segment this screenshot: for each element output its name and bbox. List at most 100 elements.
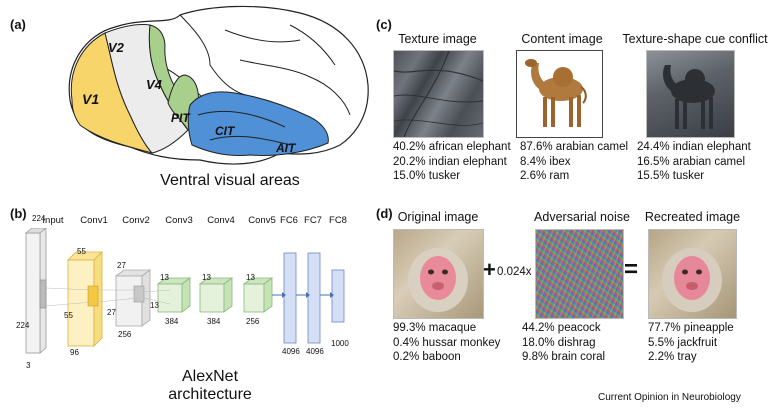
content-predictions: 87.6% arabian camel 8.4% ibex 2.6% ram <box>520 140 628 184</box>
original-image <box>393 229 484 319</box>
dim-fc8: 1000 <box>331 339 349 348</box>
panel-a-letter: (a) <box>10 17 26 32</box>
prediction: 87.6% arabian camel <box>520 141 629 153</box>
label-v4: V4 <box>146 77 162 92</box>
panel-b-caption: AlexNet architecture <box>168 368 252 403</box>
label-pit: PIT <box>171 111 190 125</box>
layer-label-fc7: FC7 <box>304 215 322 226</box>
sulcus-line <box>209 64 246 96</box>
sulcus-line <box>239 59 351 116</box>
dim-conv3-top: 13 <box>160 273 169 282</box>
layer-label-conv5: Conv5 <box>248 215 276 226</box>
conv5-block-side <box>263 277 273 313</box>
adversarial-noise-image <box>535 229 624 319</box>
panel-a-caption: Ventral visual areas <box>160 172 300 189</box>
prediction: 40.2% african elephant <box>393 141 511 153</box>
content-image <box>516 50 603 138</box>
layer-label-input: Input <box>42 215 64 226</box>
alexnet-diagram <box>24 228 345 354</box>
layer-label-conv2: Conv2 <box>122 215 150 226</box>
sulcus-line <box>224 29 301 43</box>
layer-label-conv3: Conv3 <box>165 215 193 226</box>
camel-silhouette <box>663 65 715 129</box>
macaque-icon <box>662 248 722 312</box>
adversarial-noise-title: Adversarial noise <box>534 210 630 224</box>
prediction: 0.2% baboon <box>393 351 461 363</box>
prediction: 18.0% dishrag <box>522 336 596 349</box>
dim-conv5-depth: 256 <box>246 317 260 326</box>
conv5-block <box>243 283 265 313</box>
prediction: 16.5% arabian camel <box>637 155 746 168</box>
recreated-image <box>648 229 737 319</box>
dim-input-side: 224 <box>16 321 30 330</box>
prediction: 5.5% jackfruit <box>648 336 718 349</box>
sts-line <box>197 110 286 128</box>
input-block-top <box>24 228 47 234</box>
prediction: 24.4% indian elephant <box>637 141 751 153</box>
label-cit: CIT <box>215 124 235 138</box>
texture-image-title: Texture image <box>398 32 477 46</box>
area-it <box>187 91 329 156</box>
prediction: 2.6% ram <box>520 170 570 182</box>
noise-predictions: 44.2% peacock 18.0% dishrag 9.8% brain c… <box>522 321 605 365</box>
dim-conv2-depth: 256 <box>118 330 132 339</box>
arrowhead <box>306 292 310 298</box>
connection-line <box>45 301 93 307</box>
dim-fc7: 4096 <box>306 347 324 356</box>
prediction: 77.7% pineapple <box>648 322 734 334</box>
conv2-kernel <box>133 285 145 303</box>
dim-conv4-top: 13 <box>202 273 211 282</box>
camel-icon <box>525 59 587 127</box>
prediction: 2.2% tray <box>648 351 697 363</box>
prediction: 0.4% hussar monkey <box>393 336 501 349</box>
dim-input-depth: 3 <box>26 361 31 370</box>
original-image-title: Original image <box>397 210 479 224</box>
dim-conv1-side: 55 <box>64 311 73 320</box>
panel-c-letter: (c) <box>376 17 392 32</box>
dim-conv3-side: 13 <box>150 301 159 310</box>
label-v1: V1 <box>82 91 100 107</box>
cue-conflict-predictions: 24.4% indian elephant 16.5% arabian came… <box>637 140 751 184</box>
dim-conv1-top: 55 <box>77 247 86 256</box>
fc8-block <box>331 269 345 323</box>
panel-d-letter: (d) <box>376 206 393 221</box>
conv4-block <box>199 283 225 313</box>
conv2-block-side <box>141 269 151 327</box>
layer-label-conv1: Conv1 <box>80 215 108 226</box>
fc7-block <box>307 252 321 344</box>
input-block <box>25 232 41 354</box>
prediction: 15.0% tusker <box>393 170 461 182</box>
recreated-predictions: 77.7% pineapple 5.5% jackfruit 2.2% tray <box>648 321 734 365</box>
prediction: 15.5% tusker <box>637 170 705 182</box>
fc6-block <box>283 252 297 344</box>
conv3-block <box>157 283 183 313</box>
prediction: 8.4% ibex <box>520 155 571 168</box>
conv2-block <box>115 275 143 327</box>
dim-conv1-depth: 96 <box>70 348 79 357</box>
connection-line <box>45 287 93 291</box>
original-predictions: 99.3% macaque 0.4% hussar monkey 0.2% ba… <box>393 321 500 365</box>
label-ait: AIT <box>276 141 296 155</box>
dim-fc6: 4096 <box>282 347 300 356</box>
recreated-image-title: Recreated image <box>644 210 741 224</box>
texture-wrinkles <box>394 51 483 137</box>
dim-conv2-top: 27 <box>117 261 126 270</box>
brain-diagram <box>68 5 369 165</box>
cue-conflict-title: Texture-shape cue conflict <box>622 32 768 46</box>
conv4-block-side <box>223 277 233 313</box>
arrowhead <box>330 292 334 298</box>
connection-line <box>143 289 171 293</box>
journal-footer: Current Opinion in Neurobiology <box>598 392 741 403</box>
equals-sign: = <box>624 256 639 283</box>
dim-conv5-top: 13 <box>246 273 255 282</box>
input-kernel <box>39 279 47 309</box>
content-image-title: Content image <box>521 32 603 46</box>
layer-label-conv4: Conv4 <box>207 215 235 226</box>
sulcus-line <box>179 14 211 66</box>
sts-line <box>209 135 291 146</box>
connection-line <box>97 297 139 303</box>
layer-label-fc6: FC6 <box>280 215 298 226</box>
texture-image <box>393 50 484 138</box>
prediction: 9.8% brain coral <box>522 351 606 363</box>
layer-label-fc8: FC8 <box>329 215 347 226</box>
